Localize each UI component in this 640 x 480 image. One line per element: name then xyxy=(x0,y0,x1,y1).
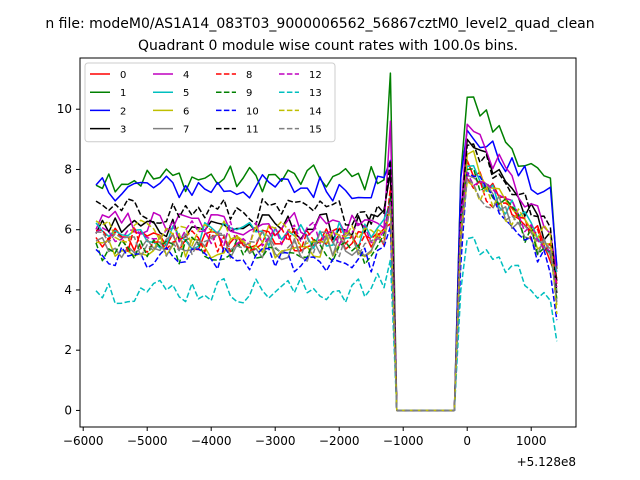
legend-label-15: 15 xyxy=(309,125,322,136)
series-line-3 xyxy=(95,138,558,412)
legend-label-1: 1 xyxy=(120,88,126,99)
y-tick-label: 0 xyxy=(64,403,72,417)
x-tick-label: −2000 xyxy=(319,434,360,448)
axes-frame xyxy=(79,57,577,428)
x-offset-label: +5.128e8 xyxy=(517,455,576,469)
chart-title: Quadrant 0 module wise count rates with … xyxy=(138,38,518,54)
series-line-15 xyxy=(95,177,558,412)
legend-label-12: 12 xyxy=(309,70,322,81)
x-tick-label: 1000 xyxy=(516,434,547,448)
series-line-12 xyxy=(95,171,558,412)
series-line-2 xyxy=(95,129,558,412)
axes: −6000 −5000 −4000 −3000 −2000 −1000 0 1000 0 2 4 6 8… xyxy=(57,57,577,448)
x-tick-label: −3000 xyxy=(255,434,296,448)
legend-label-7: 7 xyxy=(183,125,189,136)
legend-label-3: 3 xyxy=(120,125,126,136)
legend-label-5: 5 xyxy=(183,88,189,99)
legend-label-2: 2 xyxy=(120,106,126,117)
legend-label-4: 4 xyxy=(183,70,189,81)
plot-area xyxy=(95,72,558,412)
series-line-14 xyxy=(95,180,558,412)
legend-label-6: 6 xyxy=(183,106,189,117)
y-tick-label: 4 xyxy=(64,283,72,297)
series-line-13 xyxy=(95,236,558,412)
y-tick-label: 8 xyxy=(64,162,72,176)
series-line-0 xyxy=(95,159,558,412)
y-tick-label: 2 xyxy=(64,343,72,357)
x-tick-label: −6000 xyxy=(63,434,104,448)
x-tick-label: −5000 xyxy=(127,434,168,448)
figure-suptitle: n file: modeM0/AS1A14_083T03_9000006562_… xyxy=(45,16,594,32)
series-line-10 xyxy=(95,171,558,412)
series-line-11 xyxy=(95,143,558,412)
legend-label-9: 9 xyxy=(246,88,252,99)
legend-label-14: 14 xyxy=(309,106,322,117)
legend-label-0: 0 xyxy=(120,70,126,81)
series-line-7 xyxy=(95,174,558,412)
x-tick-label: 0 xyxy=(463,434,471,448)
legend-label-11: 11 xyxy=(246,125,259,136)
series-line-9 xyxy=(95,167,558,412)
series-line-1 xyxy=(95,72,558,412)
legend-box xyxy=(84,62,336,143)
legend-label-13: 13 xyxy=(309,88,322,99)
x-tick-label: −4000 xyxy=(191,434,232,448)
series-line-4 xyxy=(95,120,558,412)
x-tick-label: −1000 xyxy=(383,434,424,448)
y-tick-label: 6 xyxy=(64,223,72,237)
legend-label-10: 10 xyxy=(246,106,259,117)
y-tick-label: 10 xyxy=(57,102,72,116)
legend-label-8: 8 xyxy=(246,70,252,81)
